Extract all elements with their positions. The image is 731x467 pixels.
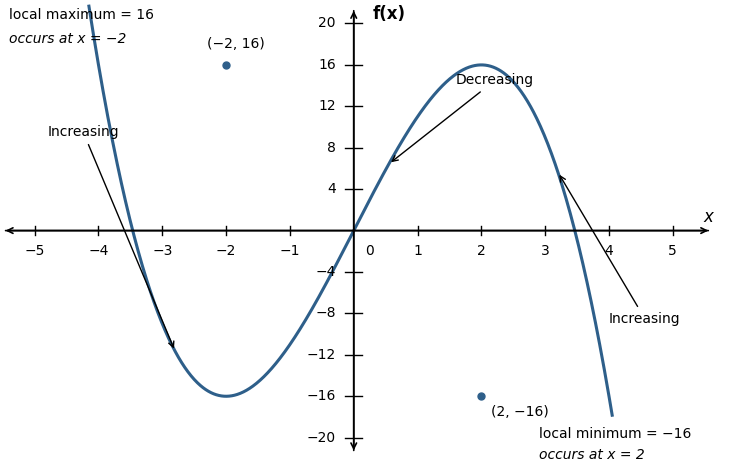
Text: 20: 20 — [319, 16, 336, 30]
Text: 4: 4 — [327, 182, 336, 196]
Text: 5: 5 — [668, 244, 677, 258]
Text: (−2, 16): (−2, 16) — [207, 37, 265, 51]
Text: −12: −12 — [306, 348, 336, 362]
Text: −16: −16 — [306, 389, 336, 403]
Text: 8: 8 — [327, 141, 336, 155]
Text: 3: 3 — [541, 244, 550, 258]
Text: Decreasing: Decreasing — [393, 73, 534, 161]
Text: −5: −5 — [25, 244, 45, 258]
Text: 16: 16 — [318, 58, 336, 72]
Text: local maximum = 16: local maximum = 16 — [10, 8, 154, 22]
Text: −8: −8 — [315, 306, 336, 320]
Text: occurs at x = 2: occurs at x = 2 — [539, 448, 645, 462]
Text: −2: −2 — [216, 244, 236, 258]
Text: (2, −16): (2, −16) — [491, 404, 549, 418]
Text: occurs at x = −2: occurs at x = −2 — [10, 32, 126, 46]
Text: −20: −20 — [307, 431, 336, 445]
Text: 1: 1 — [413, 244, 422, 258]
Text: −4: −4 — [88, 244, 109, 258]
Text: −1: −1 — [280, 244, 300, 258]
Text: 4: 4 — [605, 244, 613, 258]
Text: Increasing: Increasing — [560, 176, 681, 325]
Text: −4: −4 — [316, 265, 336, 279]
Text: −3: −3 — [152, 244, 173, 258]
Text: 2: 2 — [477, 244, 485, 258]
Text: 12: 12 — [318, 99, 336, 113]
Text: f(x): f(x) — [373, 5, 406, 23]
Text: Increasing: Increasing — [48, 125, 174, 347]
Text: 0: 0 — [366, 244, 374, 258]
Text: x: x — [703, 208, 713, 226]
Text: local minimum = −16: local minimum = −16 — [539, 427, 692, 441]
